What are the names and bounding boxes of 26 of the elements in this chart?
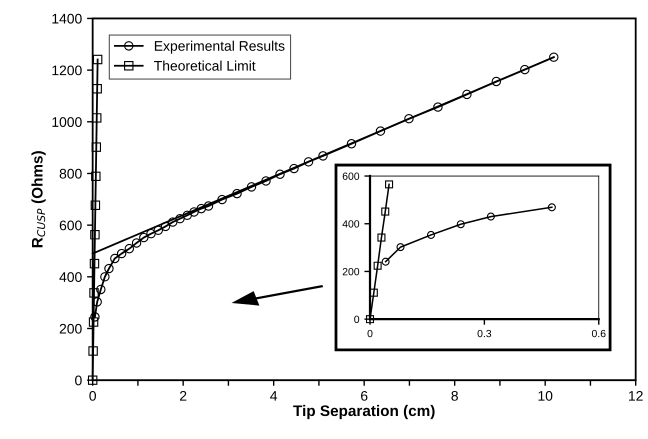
x-tick-label: 4: [270, 391, 278, 401]
x-tick-label: 0: [89, 390, 96, 401]
x-tick-label: 0.3: [478, 330, 492, 338]
x-tick-label: 6: [361, 390, 368, 401]
x-tick-label: 0: [368, 330, 372, 338]
y-tick-label: 200: [342, 268, 360, 276]
x-tick-label: 0.6: [592, 330, 606, 338]
legend-label: Experimental Results: [154, 40, 284, 54]
legend-label: Theoretical Limit: [154, 60, 256, 71]
x-tick-label: 2: [180, 390, 186, 401]
y-tick-label: 800: [60, 168, 82, 179]
y-tick-label: 1000: [52, 117, 82, 127]
x-axis-title: Tip Separation (cm): [293, 404, 435, 420]
y-axis-title: R$_{CUSP}$ (Ohms): [31, 151, 46, 248]
y-tick-label: 1400: [52, 14, 82, 24]
x-tick-label: 10: [538, 390, 552, 401]
y-tick-label: 0: [75, 376, 82, 386]
y-tick-label: 600: [342, 172, 360, 180]
y-tick-label: 400: [59, 272, 82, 282]
y-tick-label: 400: [342, 220, 360, 228]
y-tick-label: 600: [60, 220, 82, 230]
x-tick-label: 12: [629, 390, 643, 401]
y-tick-label: 0: [354, 316, 360, 324]
y-tick-label: 1200: [52, 65, 82, 76]
x-tick-label: 8: [451, 390, 458, 401]
y-tick-label: 200: [60, 324, 82, 334]
